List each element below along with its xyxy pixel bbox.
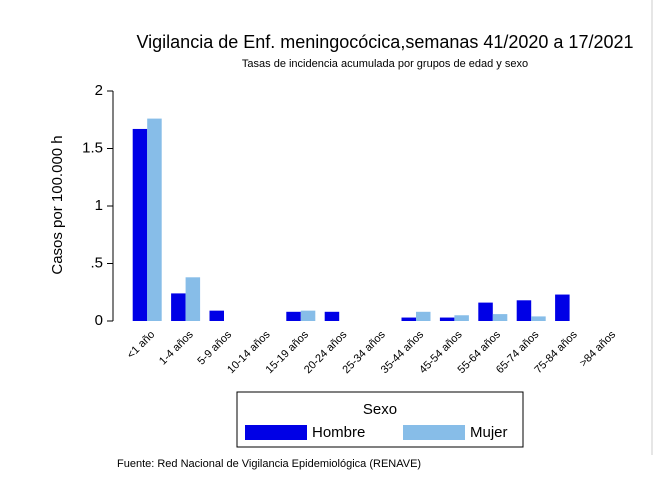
y-tick-label: 2 xyxy=(95,82,103,99)
y-tick-label: 0 xyxy=(95,312,103,329)
source-note: Fuente: Red Nacional de Vigilancia Epide… xyxy=(117,458,421,470)
y-tick-label: 1 xyxy=(95,197,103,214)
bar xyxy=(439,317,455,321)
legend-title: Sexo xyxy=(363,401,397,418)
legend-swatch xyxy=(245,425,307,440)
x-tick-label: 5-9 años xyxy=(195,328,234,367)
legend-label: Hombre xyxy=(312,424,365,441)
x-tick-label: <1 año xyxy=(125,329,157,361)
legend-label: Mujer xyxy=(470,424,508,441)
y-tick-label: 1.5 xyxy=(82,139,103,156)
chart-subtitle: Tasas de incidencia acumulada por grupos… xyxy=(242,58,528,70)
x-tick-label: >84 años xyxy=(577,328,618,369)
bar xyxy=(478,302,493,321)
bar xyxy=(401,317,416,321)
bar xyxy=(185,277,201,321)
y-tick-label: .5 xyxy=(90,254,103,271)
bar xyxy=(324,311,340,321)
bar xyxy=(516,300,532,321)
legend-swatch xyxy=(403,425,465,440)
bar xyxy=(492,314,508,321)
bar xyxy=(300,310,316,321)
bar xyxy=(454,315,469,321)
legend-box xyxy=(236,391,524,448)
bar xyxy=(209,310,224,321)
bar xyxy=(147,118,162,321)
chart-title: Vigilancia de Enf. meningocócica,semanas… xyxy=(136,32,633,52)
x-tick-label: 1-4 años xyxy=(157,328,196,367)
bar xyxy=(555,294,570,321)
bar xyxy=(171,293,186,321)
bar xyxy=(416,311,431,321)
bar xyxy=(132,128,148,321)
y-axis-label: Casos por 100.000 h xyxy=(49,135,66,274)
bar xyxy=(531,316,546,321)
bar xyxy=(286,311,301,321)
